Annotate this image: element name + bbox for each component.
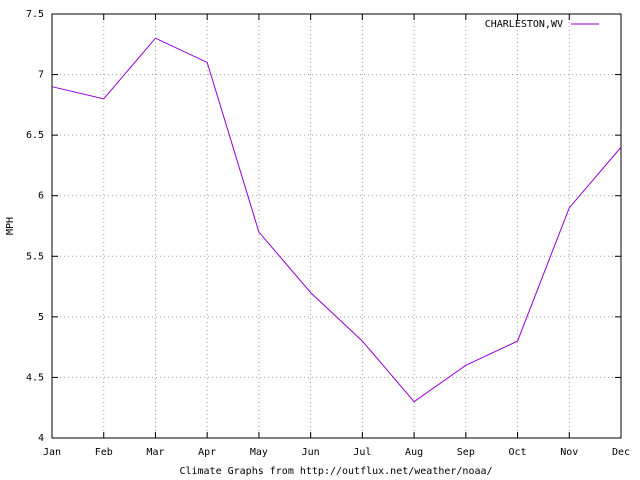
data-line [51, 37, 622, 403]
x-tick-label: Mar [146, 447, 164, 458]
y-tick-label: 6.5 [26, 130, 44, 141]
x-tick-label: Dec [612, 447, 630, 458]
x-tick-label: Nov [560, 447, 578, 458]
x-tick-label: Jan [43, 447, 61, 458]
y-tick-label: 7 [38, 70, 44, 81]
x-tick-label: Sep [457, 447, 475, 458]
y-tick-label: 5.5 [26, 251, 44, 262]
x-tick-label: Aug [405, 447, 423, 458]
x-tick-label: Oct [509, 447, 527, 458]
y-tick-label: 4.5 [26, 372, 44, 383]
y-tick-label: 7.5 [26, 9, 44, 20]
y-tick-label: 4 [38, 433, 44, 444]
legend-label: CHARLESTON,WV [485, 19, 563, 30]
x-axis-label: Climate Graphs from http://outflux.net/w… [179, 466, 492, 477]
x-tick-label: Jul [353, 447, 371, 458]
plot-border [51, 13, 622, 439]
x-tick-label: Feb [95, 447, 113, 458]
x-tick-label: May [250, 447, 268, 458]
x-tick-label: Apr [198, 447, 216, 458]
y-tick-label: 5 [38, 312, 44, 323]
y-axis-label: MPH [5, 217, 16, 235]
x-tick-label: Jun [302, 447, 320, 458]
y-tick-label: 6 [38, 191, 44, 202]
